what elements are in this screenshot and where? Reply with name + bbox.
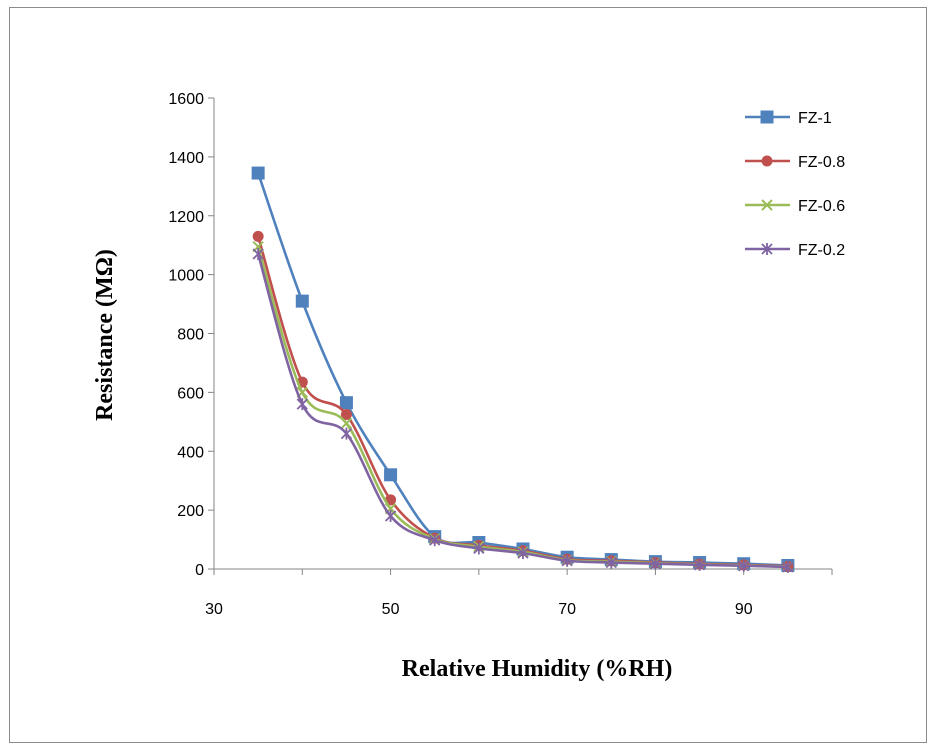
y-tick-label: 1600 <box>168 91 204 108</box>
data-point <box>561 554 573 567</box>
x-tick-label: 70 <box>558 601 576 618</box>
data-point <box>429 534 441 547</box>
x-axis-title: Relative Humidity (%RH) <box>402 656 673 682</box>
axes: 0 200 400 600 800 1000 1200 1400 1600 30 50 70 90 <box>168 91 833 618</box>
x-tick-label: 90 <box>735 601 753 618</box>
chart-frame <box>9 7 927 743</box>
series-fz-0-8 <box>252 230 794 572</box>
data-point <box>340 417 353 429</box>
legend-item: FZ-0.8 <box>745 154 845 171</box>
series-layer <box>251 166 795 573</box>
legend-marker <box>761 155 773 167</box>
y-tick-label: 800 <box>177 327 204 344</box>
y-tick-label: 0 <box>195 562 204 579</box>
y-tick-label: 1200 <box>168 209 204 226</box>
data-point <box>384 510 397 523</box>
legend-marker <box>761 199 773 211</box>
data-point <box>252 248 264 261</box>
y-axis-title: Resistance (MΩ) <box>92 249 118 421</box>
data-point <box>517 547 529 560</box>
legend-item: FZ-0.6 <box>745 198 845 215</box>
y-tick-label: 1400 <box>168 150 204 167</box>
series-line <box>256 172 788 567</box>
series-line <box>256 235 788 568</box>
data-point <box>693 558 706 571</box>
data-point <box>340 427 353 440</box>
x-tick-label: 50 <box>382 601 400 618</box>
legend-label: FZ-0.6 <box>798 198 845 215</box>
data-point <box>384 468 398 482</box>
legend-label: FZ-1 <box>798 110 832 127</box>
series-fz-1 <box>251 166 795 572</box>
legend-marker <box>760 110 774 124</box>
data-point <box>605 556 617 569</box>
data-point <box>295 294 309 308</box>
data-point <box>649 557 662 570</box>
data-point <box>251 166 265 180</box>
series-line <box>256 253 788 569</box>
y-tick-label: 400 <box>177 444 204 461</box>
data-point <box>296 398 308 411</box>
data-point <box>340 408 352 420</box>
data-point <box>473 542 485 555</box>
data-point <box>252 230 264 242</box>
data-point <box>339 396 353 410</box>
x-tick-label: 30 <box>205 601 223 618</box>
y-tick-label: 1000 <box>168 268 204 285</box>
y-tick-label: 600 <box>177 385 204 402</box>
legend: FZ-1 FZ-0.8 FZ-0.6 FZ-0.2 <box>745 110 845 259</box>
legend-item: FZ-0.2 <box>745 242 845 259</box>
legend-marker <box>761 243 773 255</box>
data-point <box>782 560 794 573</box>
legend-label: FZ-0.8 <box>798 154 845 171</box>
data-point <box>738 559 750 572</box>
series-fz-0-2 <box>252 248 794 573</box>
series-fz-0-6 <box>252 240 794 573</box>
legend-label: FZ-0.2 <box>798 242 845 259</box>
y-tick-label: 200 <box>177 503 204 520</box>
legend-item: FZ-1 <box>745 110 832 127</box>
